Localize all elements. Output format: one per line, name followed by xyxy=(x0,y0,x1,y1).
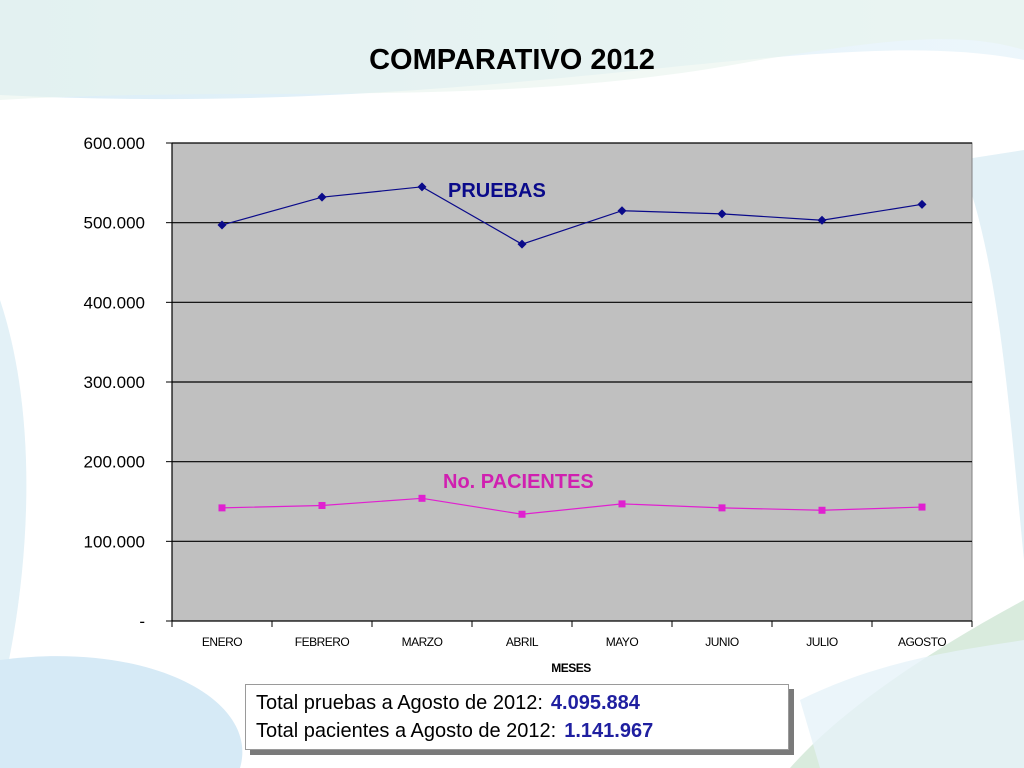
total-pruebas-value: 4.095.884 xyxy=(550,692,640,714)
x-axis-label: MESES xyxy=(551,661,591,675)
series-lines xyxy=(217,182,927,518)
data-point xyxy=(917,199,927,209)
chart-title: COMPARATIVO 2012 xyxy=(369,44,655,76)
data-point xyxy=(517,239,527,249)
series-line-0 xyxy=(221,186,923,245)
total-pruebas-label: Total pruebas a Agosto de 2012: xyxy=(256,692,543,714)
series-labels: PRUEBAS No. PACIENTES xyxy=(443,180,594,493)
x-tick-label: FEBRERO xyxy=(295,635,350,649)
y-tick-label: 100.000 xyxy=(84,532,145,551)
total-pacientes-value: 1.141.967 xyxy=(564,720,654,742)
data-point xyxy=(317,192,327,202)
total-pruebas-line: Total pruebas a Agosto de 2012: 4.095.884 xyxy=(256,689,778,717)
data-point xyxy=(318,501,326,509)
y-tick-label: 400.000 xyxy=(84,293,145,312)
x-tick-label: MAYO xyxy=(606,635,639,649)
y-tick-label: 300.000 xyxy=(84,373,145,392)
total-pacientes-line: Total pacientes a Agosto de 2012: 1.141.9… xyxy=(256,717,778,745)
series-line-1 xyxy=(221,497,923,515)
series-label-pruebas: PRUEBAS xyxy=(448,180,546,202)
data-point xyxy=(418,494,426,502)
x-tick-label: JUNIO xyxy=(705,635,739,649)
data-point xyxy=(817,215,827,225)
x-tick-label: ENERO xyxy=(202,635,242,649)
x-tick-label: ABRIL xyxy=(506,635,539,649)
x-tick-label: JULIO xyxy=(806,635,838,649)
gridlines xyxy=(172,142,972,622)
data-point xyxy=(718,504,726,512)
data-point xyxy=(217,220,227,230)
x-axis-ticks: ENERO FEBRERO MARZO ABRIL MAYO JUNIO JULIO AGOS… xyxy=(171,621,973,649)
totals-box: Total pruebas a Agosto de 2012: 4.095.884… xyxy=(245,684,789,750)
data-point xyxy=(618,500,626,508)
series-label-pacientes: No. PACIENTES xyxy=(443,471,594,493)
data-point xyxy=(717,209,727,219)
x-tick-label: MARZO xyxy=(402,635,443,649)
data-point xyxy=(818,506,826,514)
y-axis-ticks: - 100.000 200.000 300.000 400.000 500.000 600.… xyxy=(84,134,173,631)
y-tick-label: 200.000 xyxy=(84,453,145,472)
y-tick-label: 600.000 xyxy=(84,134,145,153)
data-point xyxy=(218,504,226,512)
data-point xyxy=(417,182,427,192)
data-point xyxy=(918,503,926,511)
total-pacientes-label: Total pacientes a Agosto de 2012: xyxy=(256,720,557,742)
y-tick-label: - xyxy=(139,612,145,631)
data-point xyxy=(617,206,627,216)
data-point xyxy=(518,510,526,518)
x-tick-label: AGOSTO xyxy=(898,635,946,649)
y-tick-label: 500.000 xyxy=(84,214,145,233)
